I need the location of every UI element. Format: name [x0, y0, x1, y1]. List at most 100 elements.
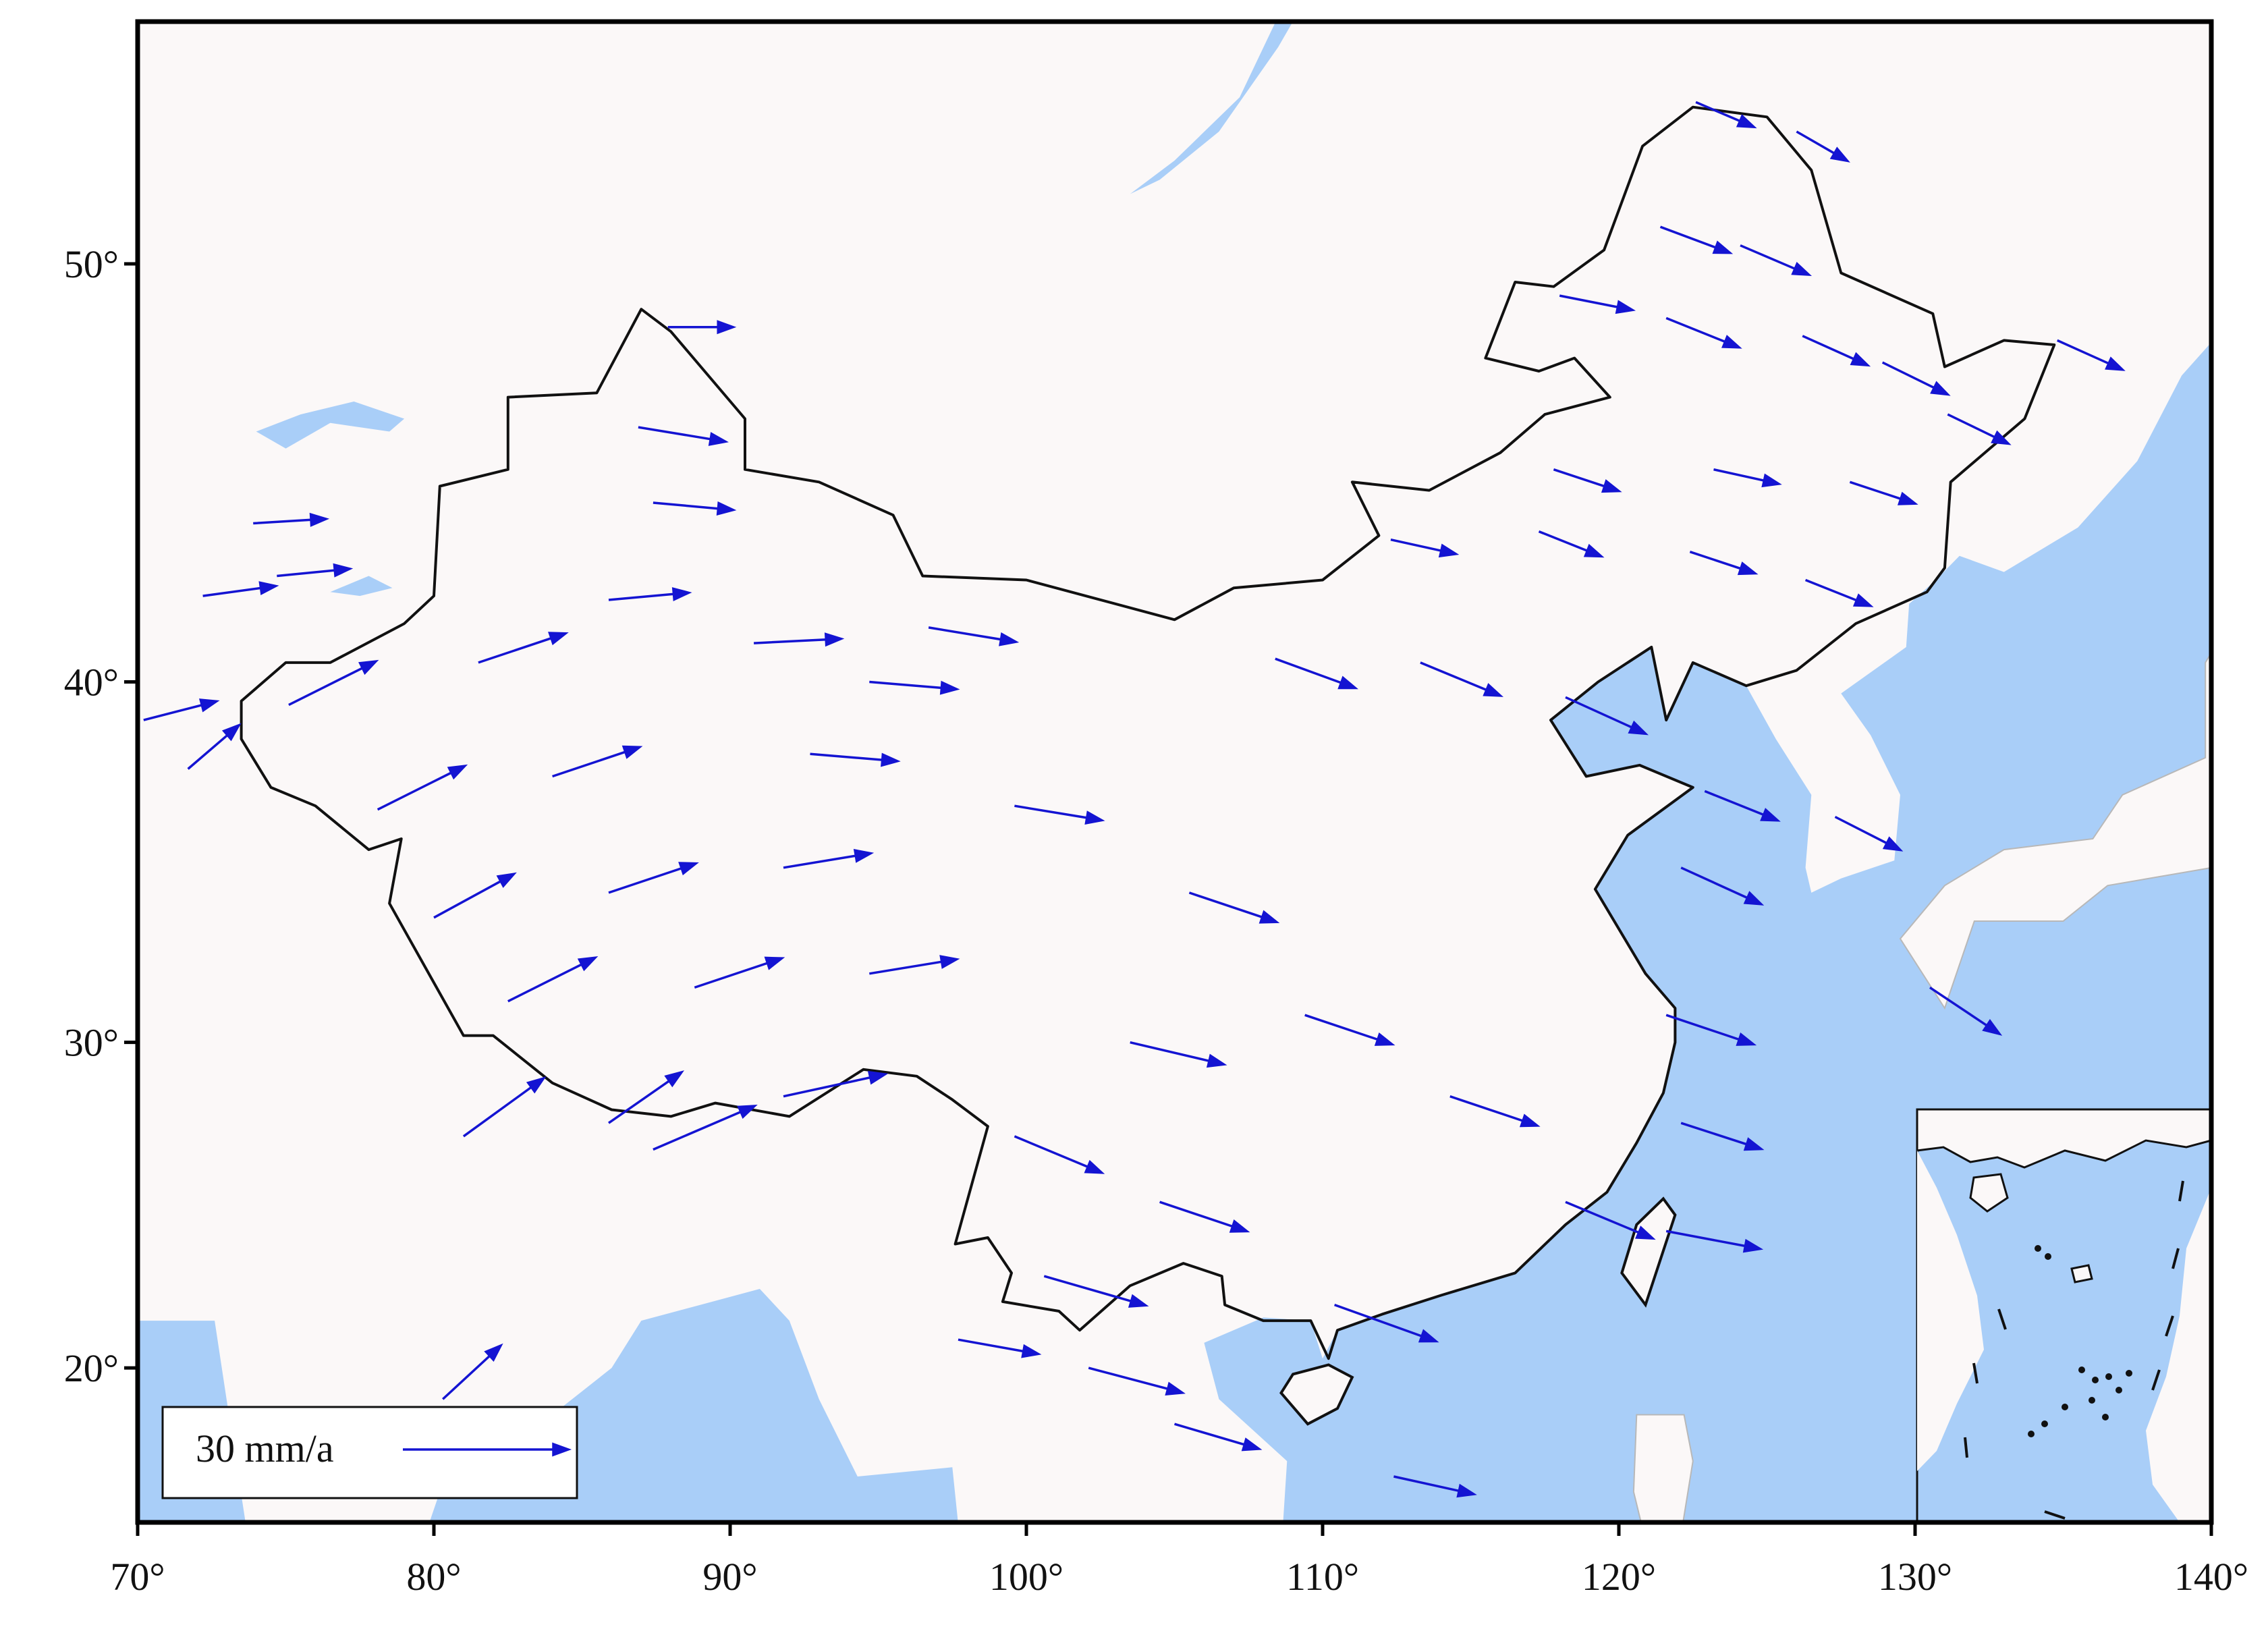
velocity-arrow	[1804, 578, 1874, 607]
velocity-arrow	[653, 501, 737, 516]
velocity-arrow	[1393, 1475, 1477, 1498]
x-tick-label: 140°	[2174, 1555, 2248, 1599]
velocity-arrow	[1188, 891, 1280, 924]
velocity-arrow	[783, 1070, 889, 1098]
islet	[2126, 1370, 2132, 1377]
china-border	[240, 105, 2056, 1360]
sea	[330, 576, 393, 597]
islet	[2105, 1373, 2112, 1380]
legend-label: 30 mm/a	[196, 1427, 334, 1470]
x-tick-label: 120°	[1582, 1555, 1656, 1599]
y-tick-label: 40°	[64, 661, 119, 705]
velocity-arrow	[1659, 225, 1734, 254]
x-tick-label: 130°	[1878, 1555, 1952, 1599]
velocity-arrow	[1559, 294, 1636, 314]
islet	[2041, 1420, 2048, 1427]
velocity-arrow	[653, 1104, 758, 1151]
velocity-arrow	[1174, 1423, 1263, 1452]
legend-arrow	[403, 1442, 572, 1457]
velocity-arrow	[1929, 986, 2003, 1036]
dash	[1972, 1362, 1979, 1384]
velocity-arrow	[1665, 316, 1742, 349]
sea	[1130, 22, 1293, 194]
velocity-arrow	[1420, 661, 1504, 697]
dash	[2172, 1248, 2180, 1269]
velocity-arrow	[869, 955, 960, 975]
velocity-vectors	[143, 101, 2126, 1498]
velocity-arrow	[1088, 1366, 1186, 1396]
velocity-arrow	[1740, 244, 1813, 277]
velocity-arrow	[810, 752, 901, 767]
velocity-arrow	[442, 1343, 503, 1400]
velocity-arrow	[638, 426, 729, 446]
inset-dashes	[1964, 1180, 2184, 1520]
velocity-arrow	[1553, 468, 1622, 493]
velocity-arrow	[1849, 480, 1918, 505]
islet	[2115, 1387, 2122, 1393]
velocity-arrow	[253, 512, 330, 527]
velocity-arrow	[1565, 1200, 1656, 1240]
velocity-arrow	[1947, 413, 2012, 445]
x-tick-label: 90°	[702, 1555, 757, 1599]
land	[1899, 651, 2211, 1010]
velocity-arrow	[1665, 1014, 1757, 1046]
axes: 70° 80° 90° 100° 110° 120° 130° 140° 20° 30° 40° 50…	[64, 242, 2248, 1599]
dash	[1964, 1437, 1968, 1458]
islet	[2045, 1253, 2051, 1260]
velocity-arrow	[1449, 1095, 1541, 1128]
velocity-arrow	[462, 1076, 547, 1138]
velocity-arrow	[1796, 130, 1850, 163]
inset-island	[1969, 1173, 2009, 1213]
velocity-arrow	[1043, 1275, 1149, 1308]
islet	[2028, 1431, 2035, 1437]
x-tick-label: 100°	[989, 1555, 1063, 1599]
velocity-arrow	[608, 587, 692, 601]
velocity-arrow	[202, 581, 279, 597]
velocity-arrow	[1802, 335, 1871, 367]
inset-island	[2070, 1264, 2093, 1283]
velocity-arrow	[1713, 468, 1782, 488]
y-tick-label: 30°	[64, 1021, 119, 1065]
x-tick-label: 80°	[406, 1555, 461, 1599]
velocity-arrow	[958, 1338, 1042, 1358]
hainan-border	[1279, 1363, 1354, 1426]
velocity-arrow	[288, 659, 379, 707]
velocity-arrow	[552, 745, 643, 778]
velocity-arrow	[1275, 657, 1358, 690]
velocity-arrow	[783, 849, 875, 869]
velocity-arrow	[1159, 1200, 1250, 1233]
inset-land	[1917, 1151, 1984, 1471]
velocity-arrow	[1014, 804, 1105, 825]
taiwan-border	[1620, 1196, 1677, 1308]
velocity-arrow	[277, 563, 354, 578]
velocity-arrow	[608, 1070, 685, 1124]
velocity-arrow	[433, 872, 517, 919]
sea	[256, 402, 405, 449]
islet	[2092, 1377, 2099, 1383]
velocity-arrow	[754, 632, 845, 647]
islet	[2089, 1397, 2095, 1404]
dash	[2151, 1369, 2161, 1391]
velocity-arrow	[187, 723, 242, 770]
velocity-arrow	[1304, 1014, 1395, 1046]
velocity-arrow	[1665, 1230, 1764, 1253]
islet	[2035, 1245, 2041, 1252]
velocity-arrow	[1695, 101, 1757, 129]
legend-box	[161, 1406, 578, 1499]
islet	[2078, 1366, 2085, 1373]
velocity-arrow	[694, 956, 785, 989]
x-tick-label: 110°	[1286, 1555, 1359, 1599]
velocity-arrow	[1565, 696, 1649, 736]
velocity-arrow	[667, 320, 737, 335]
legend: 30 mm/a	[161, 1406, 578, 1499]
velocity-arrow	[1014, 1135, 1105, 1174]
velocity-arrow	[1704, 790, 1781, 822]
velocity-arrow	[1834, 815, 1904, 852]
velocity-arrow	[928, 626, 1020, 646]
dash	[2044, 1510, 2066, 1520]
velocity-arrow	[478, 632, 569, 664]
inset-islets	[2028, 1245, 2132, 1437]
velocity-arrow	[1538, 530, 1605, 558]
velocity-arrow	[2056, 339, 2126, 371]
